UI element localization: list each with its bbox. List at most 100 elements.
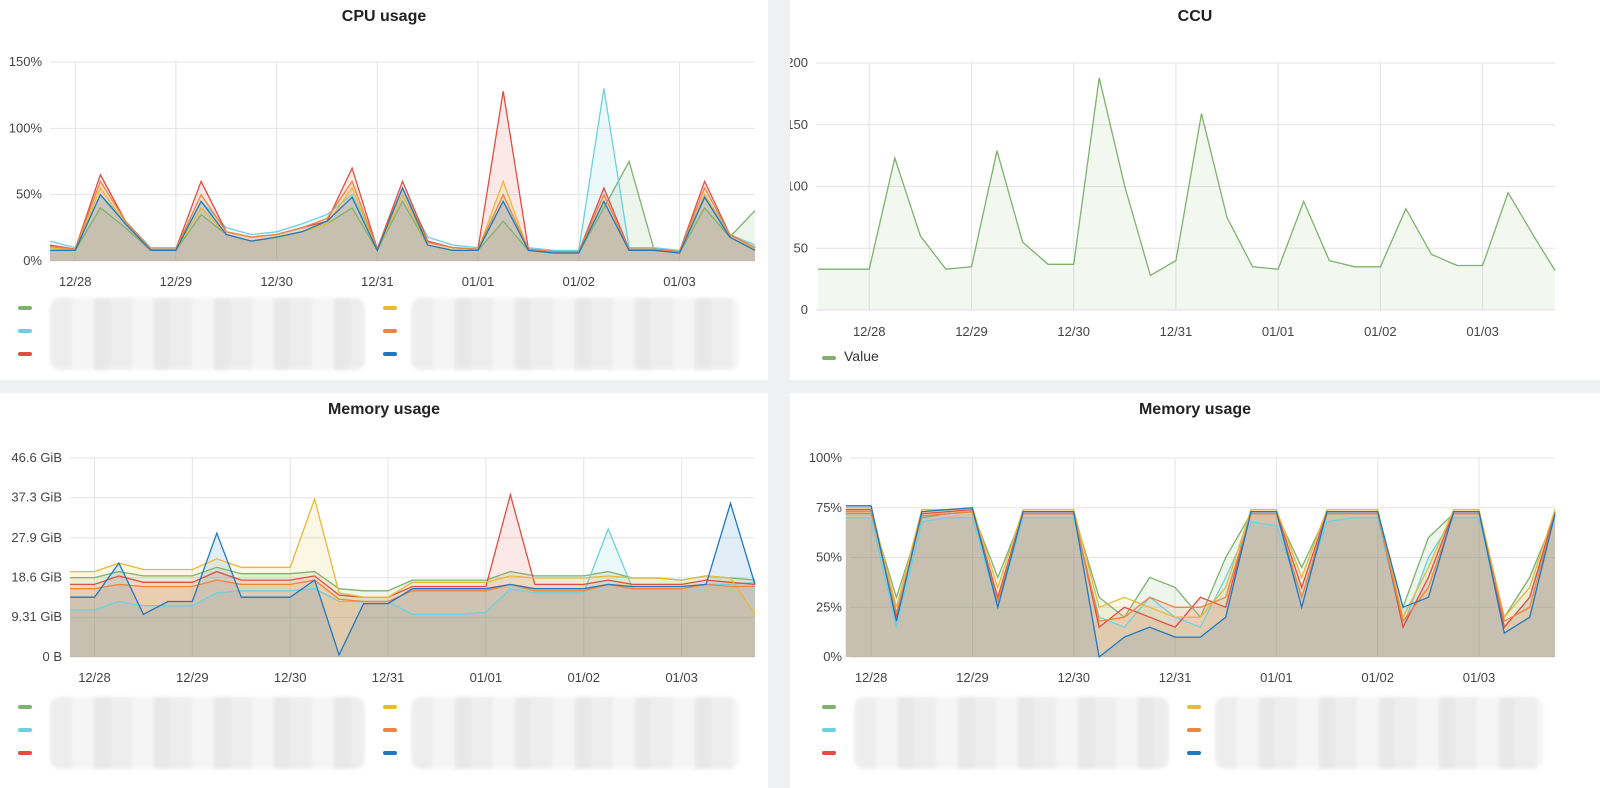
legend-swatch [18, 352, 32, 356]
x-tick-label: 01/02 [1361, 670, 1394, 685]
blurred-legend-labels [50, 298, 365, 370]
legend-swatch [18, 751, 32, 755]
series-area-4 [50, 181, 755, 261]
y-tick-label: 50% [816, 550, 842, 565]
legend-swatch [822, 751, 836, 755]
legend-swatch [383, 728, 397, 732]
series-area-5 [70, 580, 755, 657]
x-tick-label: 01/02 [562, 274, 595, 289]
legend-swatch [383, 329, 397, 333]
series-line-3 [845, 509, 1556, 630]
x-tick-label: 01/02 [1364, 324, 1397, 339]
series-area-3 [845, 509, 1555, 657]
x-tick-label: 01/01 [1262, 324, 1295, 339]
series-line-2 [845, 517, 1556, 630]
x-tick-label: 01/03 [1463, 670, 1496, 685]
series-line-5 [845, 511, 1556, 623]
legend-swatch [18, 329, 32, 333]
y-tick-label: 150 [790, 117, 808, 132]
series-line-1 [818, 77, 1556, 277]
legend-label: Value [844, 348, 879, 364]
y-tick-label: 0% [23, 253, 42, 268]
series-area-6 [50, 188, 755, 261]
series-area-1 [845, 511, 1555, 657]
series-area-2 [845, 517, 1555, 657]
x-tick-label: 01/03 [1466, 324, 1499, 339]
x-tick-label: 12/28 [853, 324, 886, 339]
x-tick-label: 12/29 [176, 670, 209, 685]
series-area-1 [50, 161, 755, 261]
x-tick-label: 01/01 [1260, 670, 1293, 685]
legend-swatch [1187, 728, 1201, 732]
memory-usage-percent-panel: Memory usage 0% 25% 50% 75% 100% 12/28 12/29 12… [790, 393, 1600, 788]
cpu-usage-panel: CPU usage 0% 50% 100% 150% 12/28 12/29 12/30 12… [0, 0, 768, 380]
legend-swatch [383, 751, 397, 755]
series-area-1 [70, 567, 755, 657]
panel-title[interactable]: CPU usage [341, 8, 427, 25]
blurred-legend-labels [1215, 697, 1543, 769]
series-area-6 [70, 503, 755, 657]
blurred-legend-labels [411, 697, 739, 769]
series-area-5 [845, 511, 1555, 657]
y-tick-label: 46.6 GiB [11, 450, 62, 465]
series-line-6 [50, 186, 756, 254]
blurred-legend-labels [50, 697, 365, 769]
y-tick-label: 25% [816, 599, 842, 614]
blurred-legend-labels [411, 298, 739, 370]
legend-swatch [822, 728, 836, 732]
x-tick-label: 12/28 [855, 670, 888, 685]
series-line-6 [845, 505, 1556, 659]
cpu-usage-chart[interactable]: 0% 50% 100% 150% 12/28 12/29 12/30 12/31 01/01 01… [0, 0, 768, 290]
y-tick-label: 50% [16, 187, 42, 202]
legend-swatch [822, 356, 836, 360]
x-tick-label: 12/30 [1057, 670, 1090, 685]
series-area-2 [70, 528, 755, 657]
x-tick-label: 12/31 [1159, 670, 1192, 685]
y-tick-label: 150% [9, 54, 43, 69]
memory-usage-bytes-panel: Memory usage 0 B 9.31 GiB 18.6 GiB 27.9 GiB… [0, 393, 768, 788]
series-line-3 [70, 492, 756, 598]
x-tick-label: 12/31 [372, 670, 405, 685]
y-tick-label: 100% [9, 120, 43, 135]
series-area-1 [818, 77, 1555, 310]
legend-swatch [18, 705, 32, 709]
y-tick-label: 50 [794, 240, 808, 255]
x-tick-label: 12/29 [160, 274, 193, 289]
legend-swatch [1187, 751, 1201, 755]
x-tick-label: 12/30 [1057, 324, 1090, 339]
memory-usage-bytes-chart[interactable]: 0 B 9.31 GiB 18.6 GiB 27.9 GiB 37.3 GiB 46.6 … [0, 393, 768, 688]
x-tick-label: 12/29 [956, 670, 989, 685]
panel-title[interactable]: CCU [1177, 8, 1213, 25]
panel-title[interactable]: Memory usage [1138, 401, 1252, 418]
memory-usage-percent-chart[interactable]: 0% 25% 50% 75% 100% 12/28 12/29 12/30 12/31 01/01… [790, 393, 1600, 688]
ccu-chart[interactable]: 0 50 100 150 200 12/28 12/29 12/30 12/31 01/01 01/… [790, 0, 1600, 340]
legend-swatch [383, 306, 397, 310]
y-tick-label: 200 [790, 55, 808, 70]
x-tick-label: 01/01 [470, 670, 503, 685]
x-tick-label: 12/31 [361, 274, 394, 289]
ccu-panel: CCU 0 50 100 150 200 12/28 12/29 12/30 12/31 01/0… [790, 0, 1600, 380]
x-tick-label: 12/29 [955, 324, 988, 339]
series-line-5 [70, 579, 755, 603]
x-tick-label: 12/30 [274, 670, 307, 685]
legend-swatch [822, 705, 836, 709]
x-tick-label: 12/28 [59, 274, 92, 289]
y-tick-label: 0% [823, 649, 842, 664]
legend-swatch [383, 352, 397, 356]
x-tick-label: 01/03 [663, 274, 696, 289]
y-tick-label: 9.31 GiB [11, 609, 62, 624]
series-area-3 [70, 494, 755, 657]
y-tick-label: 0 B [42, 649, 62, 664]
blurred-legend-labels [854, 697, 1169, 769]
legend-swatch [18, 306, 32, 310]
legend-swatch [1187, 705, 1201, 709]
panel-title[interactable]: Memory usage [327, 401, 441, 418]
series-line-6 [70, 501, 756, 657]
series-area-6 [845, 505, 1555, 657]
series-area-4 [845, 507, 1555, 657]
y-tick-label: 0 [801, 302, 808, 317]
y-tick-label: 100 [790, 179, 808, 194]
x-tick-label: 01/02 [567, 670, 600, 685]
legend-swatch [383, 705, 397, 709]
x-tick-label: 01/01 [462, 274, 495, 289]
